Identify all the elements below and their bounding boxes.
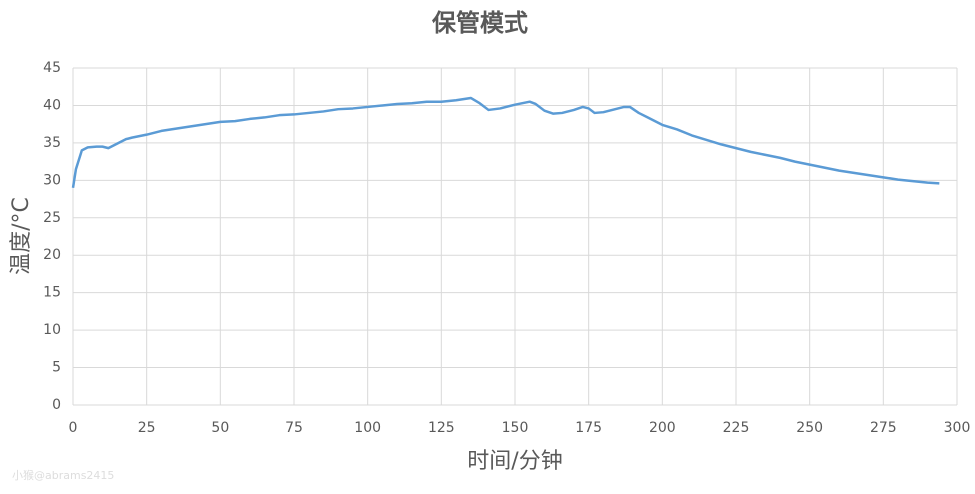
x-tick-label: 125 <box>428 420 455 436</box>
x-tick-label: 200 <box>649 420 676 436</box>
data-line <box>71 96 940 189</box>
x-tick-label: 250 <box>796 420 823 436</box>
y-tick-label: 0 <box>52 397 61 413</box>
x-tick-label: 100 <box>354 420 381 436</box>
x-axis-label: 时间/分钟 <box>467 449 562 474</box>
x-tick-label: 275 <box>870 420 897 436</box>
y-tick-label: 15 <box>43 285 61 301</box>
x-tick-label: 175 <box>575 420 602 436</box>
y-axis-label: 温度/°C <box>9 197 34 275</box>
y-tick-label: 20 <box>43 247 61 263</box>
y-tick-label: 40 <box>43 97 61 113</box>
chart-title: 保管模式 <box>431 9 528 37</box>
x-tick-label: 150 <box>502 420 529 436</box>
y-tick-label: 5 <box>52 360 61 376</box>
y-tick-label: 35 <box>43 135 61 151</box>
x-tick-label: 0 <box>69 420 78 436</box>
y-tick-label: 30 <box>43 172 61 188</box>
x-tick-label: 25 <box>138 420 156 436</box>
y-tick-label: 45 <box>43 60 61 76</box>
x-tick-label: 300 <box>944 420 971 436</box>
x-tick-label: 225 <box>723 420 750 436</box>
x-tick-label: 50 <box>211 420 229 436</box>
y-tick-label: 25 <box>43 210 61 226</box>
watermark: 小猴@abrams2415 <box>12 468 114 482</box>
y-tick-label: 10 <box>43 322 61 338</box>
x-tick-label: 75 <box>285 420 303 436</box>
